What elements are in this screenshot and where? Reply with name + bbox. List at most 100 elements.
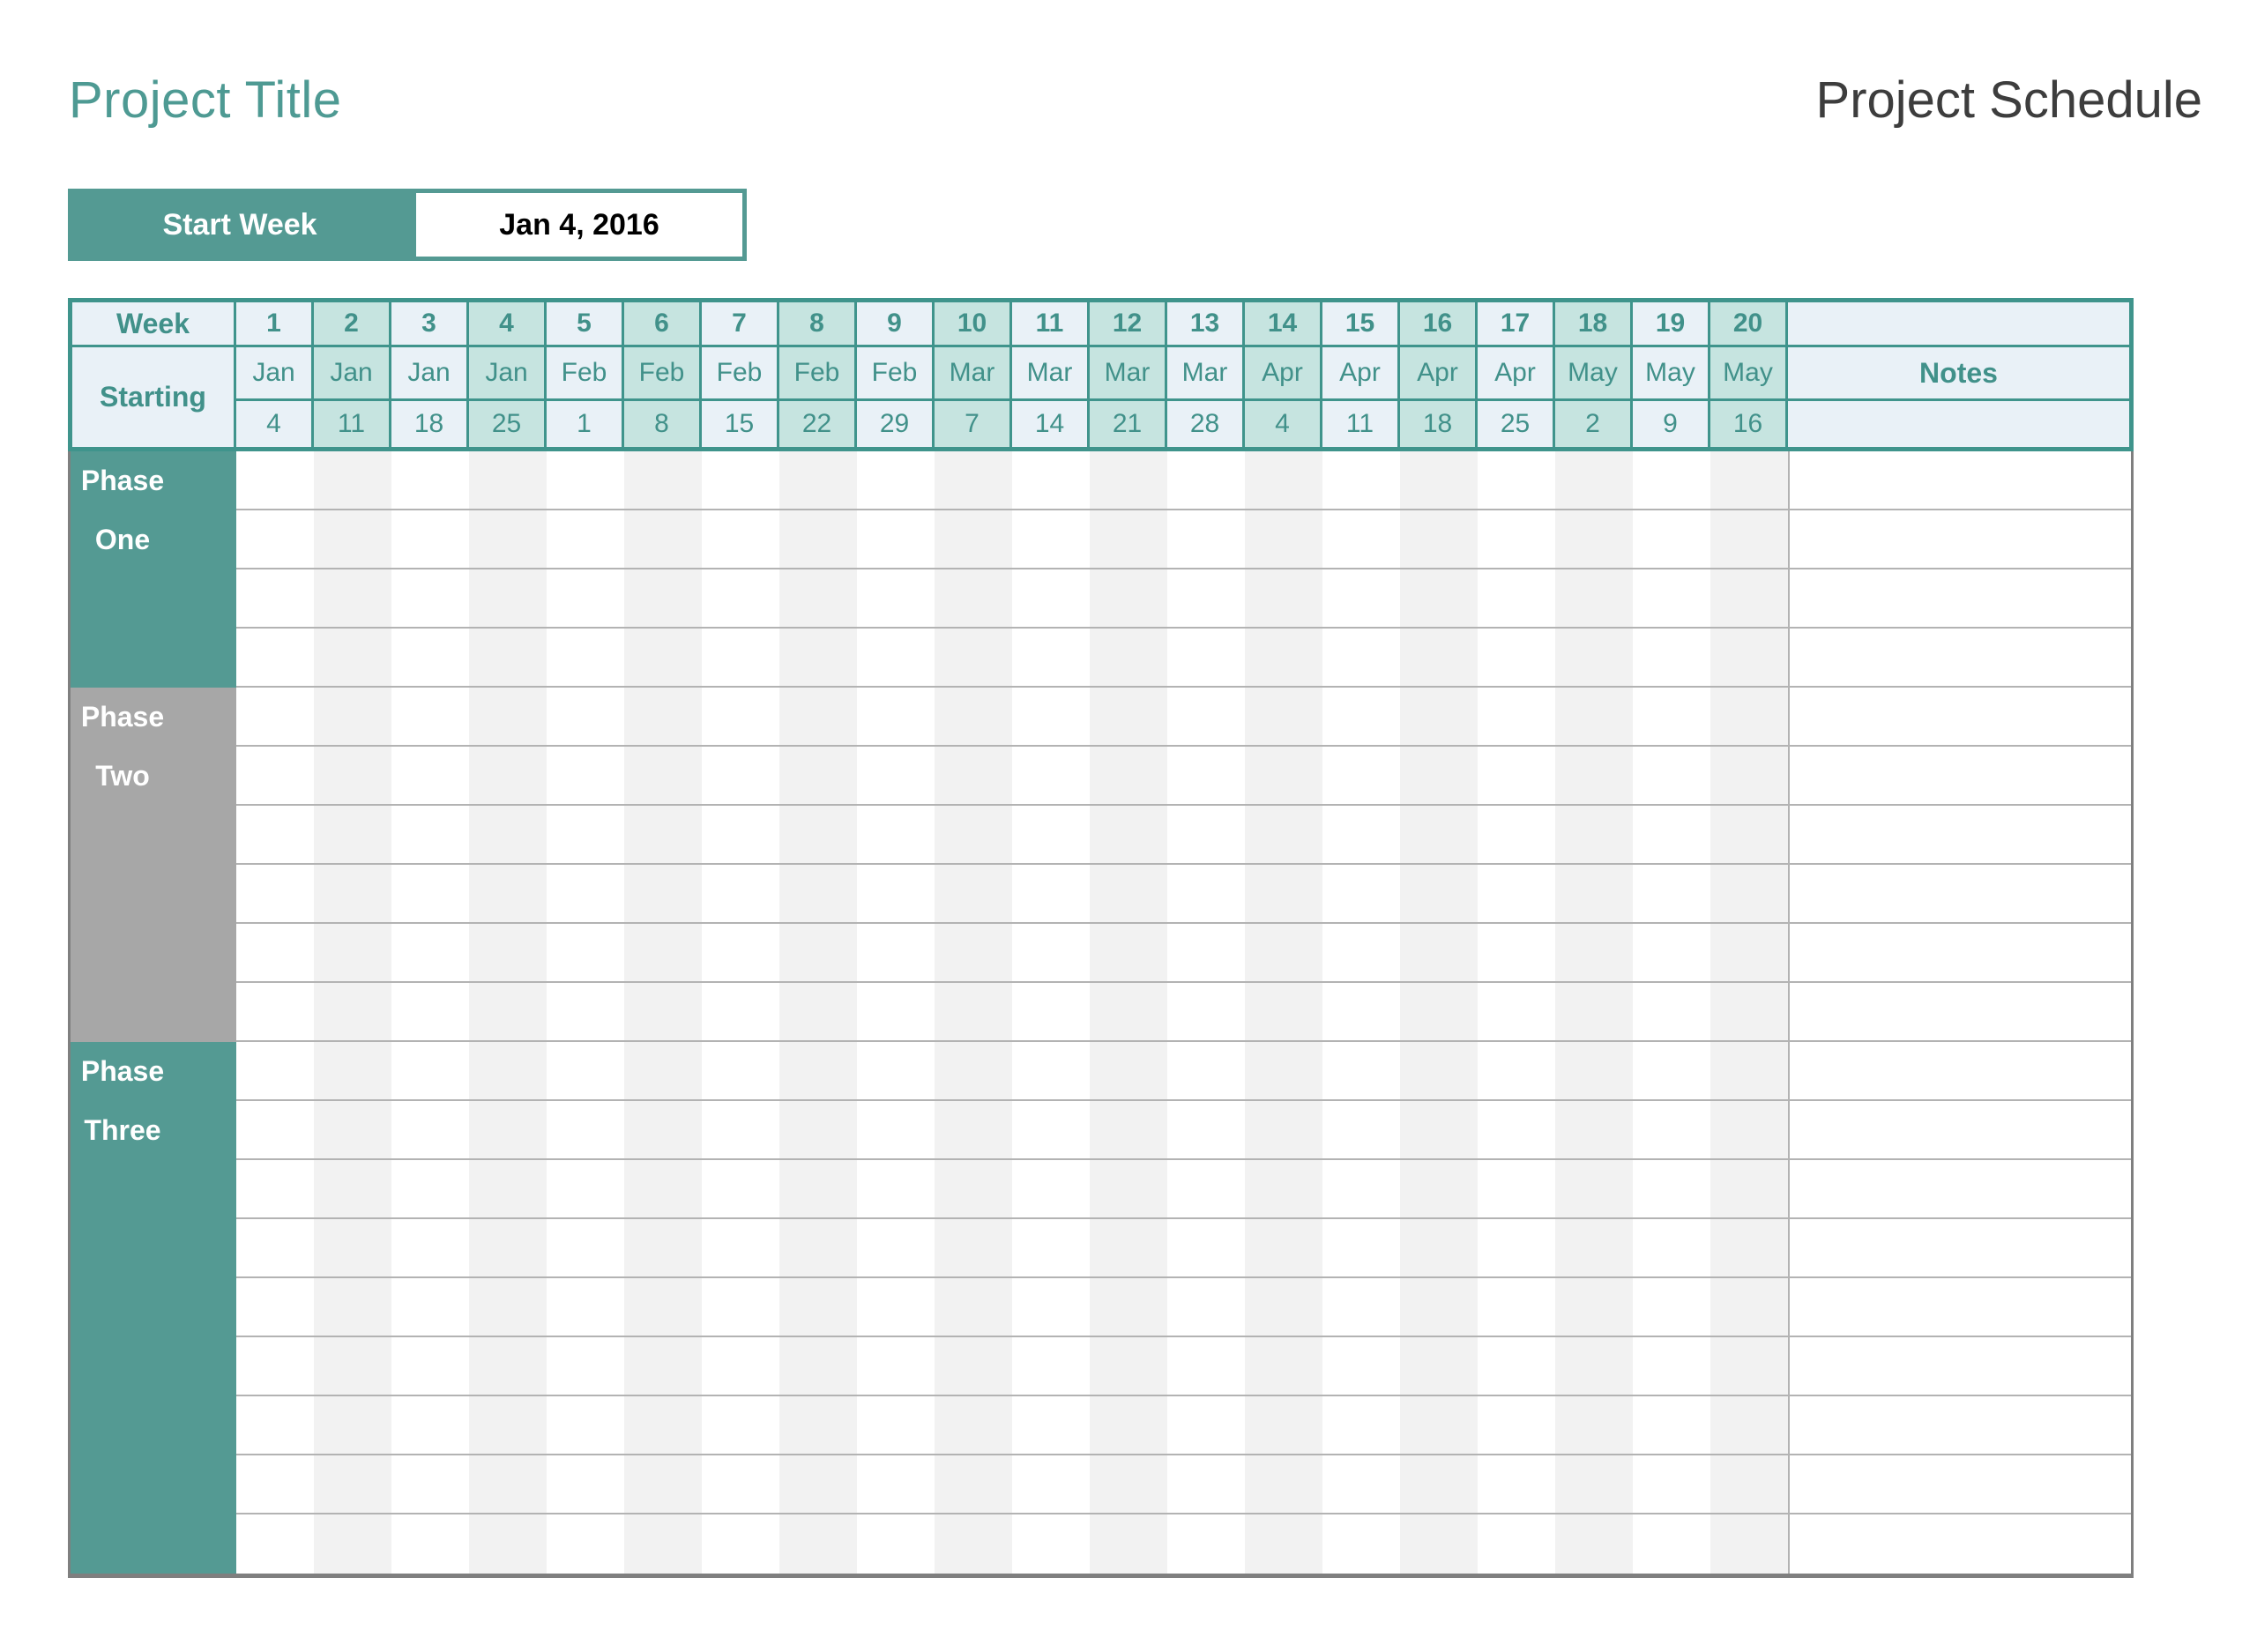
schedule-cell[interactable] <box>1322 1455 1400 1514</box>
schedule-cell[interactable] <box>1245 865 1322 924</box>
schedule-cell[interactable] <box>1245 1160 1322 1219</box>
schedule-cell[interactable] <box>1090 1042 1167 1101</box>
schedule-cell[interactable] <box>236 688 314 747</box>
schedule-cell[interactable] <box>1633 983 1710 1042</box>
schedule-cell[interactable] <box>1322 1337 1400 1396</box>
schedule-cell[interactable] <box>1167 747 1245 806</box>
schedule-cell[interactable] <box>702 1514 779 1574</box>
schedule-cell[interactable] <box>935 1455 1012 1514</box>
schedule-cell[interactable] <box>547 1396 624 1455</box>
schedule-cell[interactable] <box>236 1101 314 1160</box>
schedule-cell[interactable] <box>1555 747 1633 806</box>
schedule-cell[interactable] <box>1167 1337 1245 1396</box>
schedule-cell[interactable] <box>314 688 391 747</box>
schedule-cell[interactable] <box>1012 510 1090 569</box>
schedule-cell[interactable] <box>1012 1455 1090 1514</box>
schedule-cell[interactable] <box>1012 688 1090 747</box>
schedule-cell[interactable] <box>236 1337 314 1396</box>
schedule-cell[interactable] <box>314 1278 391 1337</box>
schedule-cell[interactable] <box>779 1455 857 1514</box>
schedule-cell[interactable] <box>236 806 314 865</box>
schedule-cell[interactable] <box>469 510 547 569</box>
schedule-cell[interactable] <box>469 688 547 747</box>
schedule-cell[interactable] <box>391 924 469 983</box>
schedule-cell[interactable] <box>702 510 779 569</box>
schedule-cell[interactable] <box>1167 1396 1245 1455</box>
schedule-cell[interactable] <box>1710 1514 1788 1574</box>
schedule-cell[interactable] <box>1245 1455 1322 1514</box>
schedule-cell[interactable] <box>547 924 624 983</box>
schedule-cell[interactable] <box>1400 865 1478 924</box>
schedule-cell[interactable] <box>1400 747 1478 806</box>
schedule-cell[interactable] <box>236 569 314 629</box>
schedule-cell[interactable] <box>1710 1219 1788 1278</box>
schedule-cell[interactable] <box>857 924 935 983</box>
notes-cell[interactable] <box>1788 1278 2131 1337</box>
schedule-cell[interactable] <box>857 1337 935 1396</box>
schedule-cell[interactable] <box>1167 1219 1245 1278</box>
schedule-cell[interactable] <box>702 747 779 806</box>
schedule-cell[interactable] <box>779 865 857 924</box>
schedule-cell[interactable] <box>857 865 935 924</box>
schedule-cell[interactable] <box>236 1514 314 1574</box>
schedule-cell[interactable] <box>314 1160 391 1219</box>
schedule-cell[interactable] <box>1245 1514 1322 1574</box>
schedule-cell[interactable] <box>935 1514 1012 1574</box>
notes-cell[interactable] <box>1788 569 2131 629</box>
schedule-cell[interactable] <box>857 983 935 1042</box>
schedule-cell[interactable] <box>935 924 1012 983</box>
schedule-cell[interactable] <box>1090 1219 1167 1278</box>
schedule-cell[interactable] <box>779 1219 857 1278</box>
schedule-cell[interactable] <box>391 629 469 688</box>
schedule-cell[interactable] <box>469 983 547 1042</box>
schedule-cell[interactable] <box>314 1042 391 1101</box>
schedule-cell[interactable] <box>1322 510 1400 569</box>
schedule-cell[interactable] <box>1478 747 1555 806</box>
schedule-cell[interactable] <box>547 629 624 688</box>
schedule-cell[interactable] <box>1245 510 1322 569</box>
schedule-cell[interactable] <box>391 983 469 1042</box>
schedule-cell[interactable] <box>1555 688 1633 747</box>
schedule-cell[interactable] <box>1555 865 1633 924</box>
schedule-cell[interactable] <box>1090 569 1167 629</box>
schedule-cell[interactable] <box>391 688 469 747</box>
schedule-cell[interactable] <box>469 1042 547 1101</box>
schedule-cell[interactable] <box>1710 924 1788 983</box>
schedule-cell[interactable] <box>547 983 624 1042</box>
schedule-cell[interactable] <box>1555 1278 1633 1337</box>
notes-cell[interactable] <box>1788 1160 2131 1219</box>
schedule-cell[interactable] <box>1322 688 1400 747</box>
schedule-cell[interactable] <box>1710 983 1788 1042</box>
schedule-cell[interactable] <box>1633 629 1710 688</box>
schedule-cell[interactable] <box>1090 747 1167 806</box>
schedule-cell[interactable] <box>935 1337 1012 1396</box>
schedule-cell[interactable] <box>1090 451 1167 510</box>
schedule-cell[interactable] <box>1555 569 1633 629</box>
schedule-cell[interactable] <box>1710 688 1788 747</box>
schedule-cell[interactable] <box>1322 451 1400 510</box>
schedule-cell[interactable] <box>857 629 935 688</box>
schedule-cell[interactable] <box>1245 1278 1322 1337</box>
schedule-cell[interactable] <box>391 510 469 569</box>
schedule-cell[interactable] <box>1400 1219 1478 1278</box>
schedule-cell[interactable] <box>547 1160 624 1219</box>
schedule-cell[interactable] <box>1245 983 1322 1042</box>
schedule-cell[interactable] <box>1400 1337 1478 1396</box>
notes-cell[interactable] <box>1788 1101 2131 1160</box>
schedule-cell[interactable] <box>1012 569 1090 629</box>
schedule-cell[interactable] <box>236 451 314 510</box>
schedule-cell[interactable] <box>1167 629 1245 688</box>
schedule-cell[interactable] <box>1478 1396 1555 1455</box>
schedule-cell[interactable] <box>857 1455 935 1514</box>
schedule-cell[interactable] <box>1400 510 1478 569</box>
schedule-cell[interactable] <box>779 1396 857 1455</box>
schedule-cell[interactable] <box>935 1396 1012 1455</box>
schedule-cell[interactable] <box>624 924 702 983</box>
schedule-cell[interactable] <box>236 924 314 983</box>
schedule-cell[interactable] <box>1167 1101 1245 1160</box>
schedule-cell[interactable] <box>1710 1396 1788 1455</box>
schedule-cell[interactable] <box>935 1042 1012 1101</box>
schedule-cell[interactable] <box>1478 569 1555 629</box>
schedule-cell[interactable] <box>236 629 314 688</box>
schedule-cell[interactable] <box>624 1455 702 1514</box>
